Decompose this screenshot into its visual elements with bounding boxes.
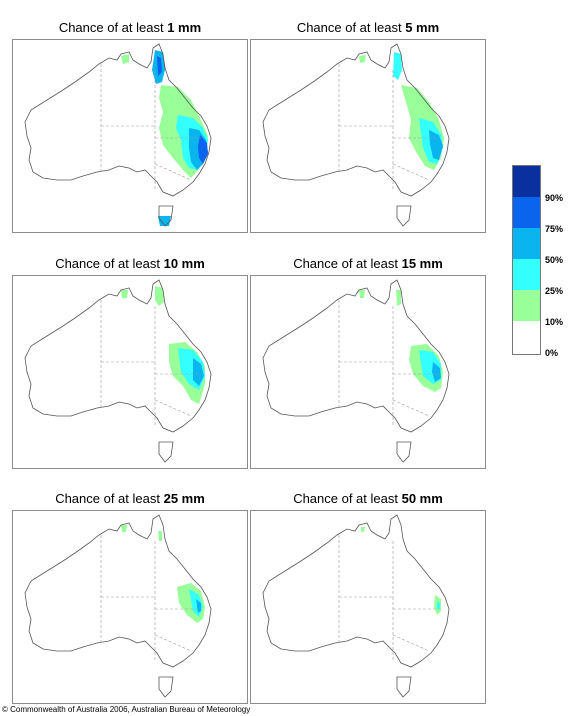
legend-label-25: 25% — [545, 286, 564, 296]
legend-label-50: 50% — [545, 255, 564, 265]
tasmania-outline — [396, 676, 412, 698]
tasmania-outline — [158, 676, 174, 698]
legend-label-10: 10% — [545, 317, 564, 327]
map-frame — [250, 510, 486, 704]
rain-area-blue — [432, 362, 441, 382]
panel-title: Chance of at least 5 mm — [296, 20, 440, 35]
coastline — [262, 514, 450, 668]
australia-map — [24, 279, 212, 463]
panel-title: Chance of at least 1 mm — [58, 20, 202, 35]
rain-area-cape-york — [158, 531, 162, 541]
map-frame — [12, 275, 248, 469]
panel-title: Chance of at least 10 mm — [55, 256, 205, 271]
rain-area-topend — [121, 525, 127, 532]
map-frame — [12, 510, 248, 704]
state-border — [154, 163, 192, 181]
state-border — [154, 634, 192, 652]
rain-area-blue — [193, 358, 204, 386]
legend-swatch-25 — [513, 259, 540, 290]
legend-color-bar — [512, 165, 541, 355]
legend-label-90: 90% — [545, 193, 564, 203]
rain-area-dark-blue — [198, 135, 208, 164]
rain-area-aqua — [437, 601, 440, 609]
tasmania-outline — [396, 441, 412, 463]
panel-title: Chance of at least 25 mm — [55, 491, 205, 506]
legend-swatch-10 — [513, 290, 540, 321]
australia-map — [262, 43, 450, 227]
map-frame — [250, 39, 486, 233]
rain-area-tasmania — [158, 216, 171, 226]
rain-area-cape-york — [155, 286, 164, 306]
coastline — [24, 514, 212, 668]
map-frame — [12, 39, 248, 233]
australia-map — [262, 279, 450, 463]
rain-area-blue — [196, 599, 201, 613]
rain-area-topend — [121, 54, 129, 64]
coastline — [262, 279, 450, 433]
australia-map — [24, 43, 212, 227]
rain-area-cape-york-dark — [157, 56, 162, 76]
rain-area-cape-york — [396, 290, 401, 306]
rain-area-blue — [429, 130, 443, 160]
state-border — [392, 634, 430, 652]
tasmania-outline — [396, 205, 412, 227]
state-border — [392, 163, 430, 181]
probability-legend: 90% 75% 50% 25% 10% 0% — [512, 165, 570, 365]
tasmania-outline — [158, 441, 174, 463]
rain-area-topend — [359, 290, 365, 298]
rain-area-topend — [359, 55, 366, 63]
rain-area-topend — [121, 290, 128, 298]
legend-swatch-75 — [513, 197, 540, 228]
rain-area-cape-york — [393, 52, 402, 80]
coastline — [24, 43, 212, 197]
tasmania-outline — [158, 205, 174, 227]
state-border — [392, 399, 430, 417]
panel-title: Chance of at least 50 mm — [293, 491, 443, 506]
coastline — [262, 43, 450, 197]
panel-title: Chance of at least 15 mm — [293, 256, 443, 271]
legend-swatch-0 — [513, 321, 540, 354]
legend-label-75: 75% — [545, 224, 564, 234]
rain-area-topend — [361, 527, 365, 532]
legend-label-0: 0% — [545, 348, 559, 358]
coastline — [24, 279, 212, 433]
map-frame — [250, 275, 486, 469]
copyright-notice: © Commonwealth of Australia 2006, Austra… — [2, 705, 251, 714]
australia-map — [262, 514, 450, 698]
state-border — [154, 399, 192, 417]
australia-map — [24, 514, 212, 698]
legend-swatch-90 — [513, 166, 540, 197]
legend-swatch-50 — [513, 228, 540, 259]
